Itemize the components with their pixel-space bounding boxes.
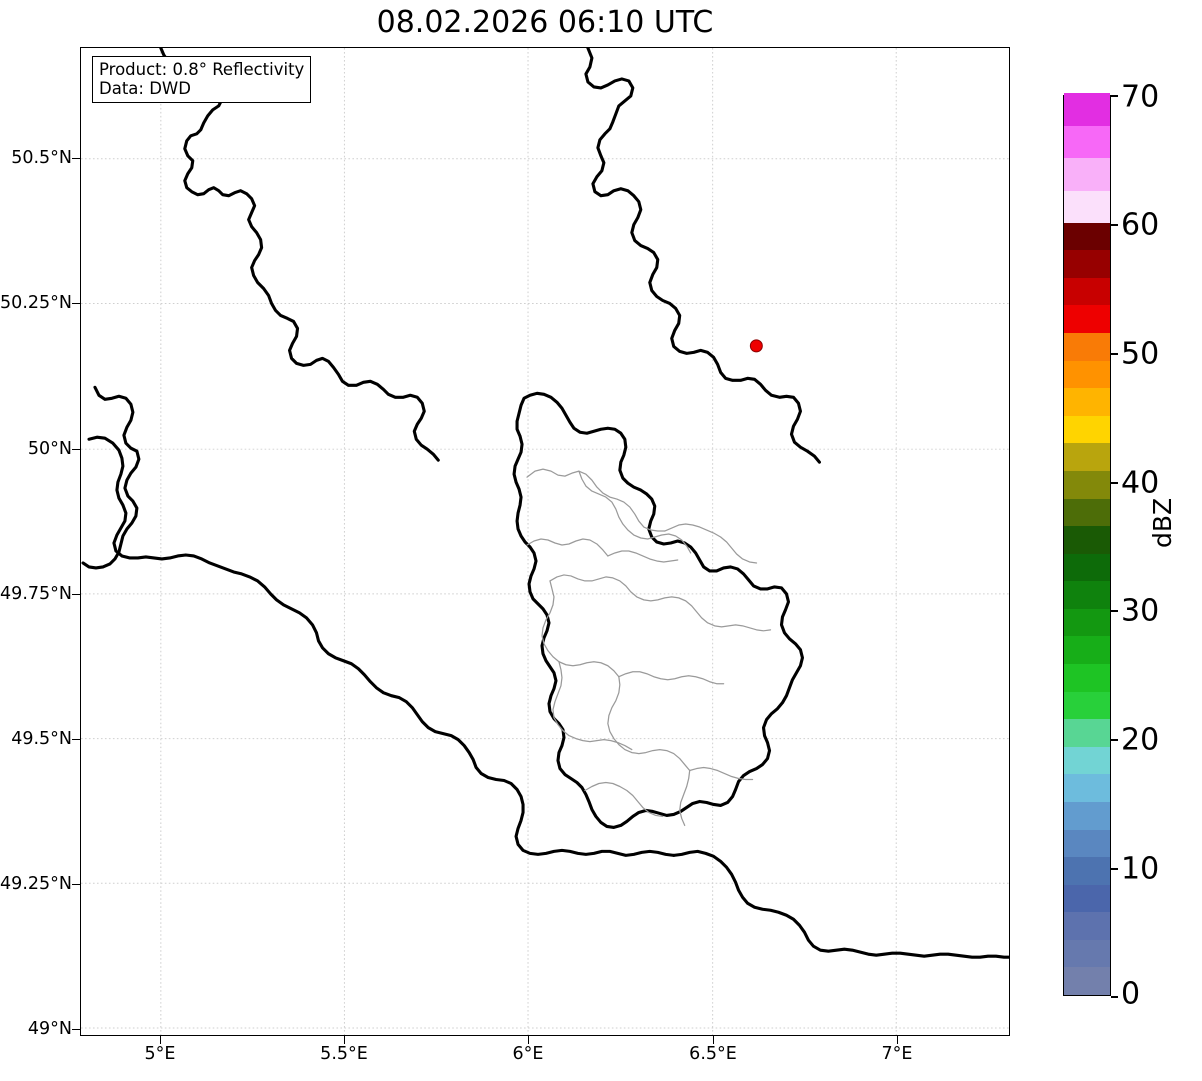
x-tick-mark [528,1036,530,1044]
reflectivity-colorbar[interactable] [1063,93,1111,996]
product-line: Product: 0.8° Reflectivity [99,60,305,79]
y-tick-mark [72,594,80,596]
cb-tick-label-0: 0 [1121,976,1141,1012]
gridlines [81,48,1009,1035]
luxembourg-canton-borders [526,468,772,827]
belgium-germany-border [159,48,440,462]
colorbar-segment [1064,497,1110,527]
cb-tick-mark-70 [1111,95,1118,97]
colorbar-segment [1064,718,1110,747]
colorbar-segment [1064,773,1110,802]
colorbar-segment [1064,222,1110,251]
cb-tick-label-20: 20 [1121,722,1160,758]
cb-tick-label-30: 30 [1121,593,1160,629]
cb-tick-label-40: 40 [1121,465,1160,501]
cb-tick-label-60: 60 [1121,207,1160,243]
y-tick-label-50.25: 50.25°N [0,293,72,313]
radar-site-marker[interactable] [749,339,763,353]
x-tick-label-6.5: 6.5°E [689,1044,737,1064]
y-tick-label-50.5: 50.5°N [11,148,72,168]
x-tick-mark [897,1036,899,1044]
colorbar-segment [1064,249,1110,278]
x-tick-mark [344,1036,346,1044]
colorbar-segment-overflow [1064,93,1110,127]
colorbar-segment [1064,966,1110,995]
cb-tick-mark-60 [1111,224,1118,226]
y-tick-mark [72,1029,80,1031]
cb-tick-label-70: 70 [1121,79,1160,115]
cb-tick-label-50: 50 [1121,336,1160,372]
colorbar-segment [1064,828,1110,858]
x-tick-label-5: 5°E [144,1044,176,1064]
colorbar-segment [1064,635,1110,665]
x-tick-mark [713,1036,715,1044]
y-tick-label-49.75: 49.75°N [0,584,72,604]
colorbar-segment [1064,856,1110,885]
colorbar-segment [1064,608,1110,637]
national-borders [81,48,1009,959]
colorbar-segment [1064,415,1110,444]
luxembourg-outline [512,391,804,829]
x-tick-label-7: 7°E [881,1044,913,1064]
cb-tick-mark-40 [1111,482,1118,484]
map-axes[interactable]: Product: 0.8° Reflectivity Data: DWD [80,47,1010,1036]
y-tick-label-50: 50°N [27,439,72,459]
cb-tick-mark-10 [1111,868,1118,870]
x-tick-label-5.5: 5.5°E [320,1044,368,1064]
france-belgium-frontier [87,435,676,857]
colorbar-segment [1064,442,1110,471]
colorbar-segment [1064,332,1110,361]
colorbar-segment [1064,553,1110,582]
y-tick-label-49: 49°N [27,1019,72,1039]
colorbar-segment-overflow [1064,125,1110,159]
colorbar-segment [1064,387,1110,416]
product-info-box: Product: 0.8° Reflectivity Data: DWD [92,56,312,103]
colorbar-segment [1064,801,1110,830]
cb-tick-label-10: 10 [1121,851,1160,887]
colorbar-segment [1064,691,1110,720]
y-tick-mark [72,158,80,160]
colorbar-segment [1064,746,1110,775]
belgium-france-border [81,385,141,570]
colorbar-segment [1064,360,1110,389]
colorbar-segment [1064,663,1110,692]
colorbar-segment [1064,911,1110,940]
y-tick-mark [72,449,80,451]
colorbar-segment [1064,277,1110,306]
y-tick-label-49.5: 49.5°N [11,729,72,749]
cb-tick-mark-20 [1111,739,1118,741]
colorbar-segment [1064,470,1110,499]
colorbar-axis-label: dBZ [1148,497,1177,548]
cb-tick-mark-0 [1111,996,1118,998]
cb-tick-mark-30 [1111,610,1118,612]
colorbar-segment-overflow [1064,157,1110,191]
colorbar-segment [1064,884,1110,913]
france-germany-border [672,849,1009,959]
map-canvas [81,48,1009,1035]
data-source-line: Data: DWD [99,79,191,98]
colorbar-segment [1064,304,1110,334]
colorbar-segment [1064,580,1110,609]
northern-frontier [584,48,821,464]
colorbar-segment-overflow [1064,189,1110,223]
y-tick-label-49.25: 49.25°N [0,874,72,894]
x-tick-mark [160,1036,162,1044]
x-tick-label-6: 6°E [512,1044,544,1064]
cb-tick-mark-50 [1111,353,1118,355]
page-title: 08.02.2026 06:10 UTC [376,5,714,40]
colorbar-segment [1064,525,1110,554]
y-tick-mark [72,303,80,305]
y-tick-mark [72,739,80,741]
y-tick-mark [72,884,80,886]
colorbar-segment [1064,939,1110,968]
